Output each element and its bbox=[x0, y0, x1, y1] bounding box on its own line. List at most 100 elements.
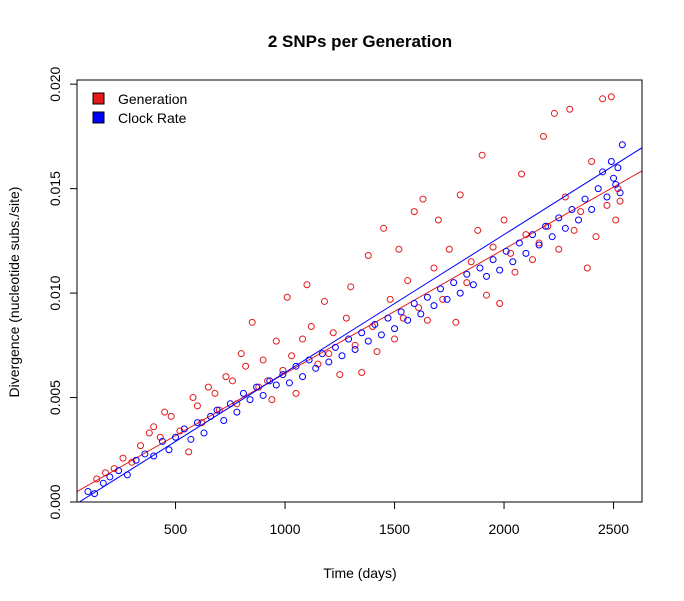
data-point-clock-rate bbox=[391, 325, 399, 333]
data-point-generation bbox=[511, 268, 519, 276]
data-point-clock-rate bbox=[522, 249, 530, 257]
data-point-clock-rate bbox=[423, 293, 431, 301]
data-point-clock-rate bbox=[417, 310, 425, 318]
data-point-generation bbox=[577, 208, 585, 216]
data-point-generation bbox=[119, 454, 127, 462]
data-point-generation bbox=[616, 197, 624, 205]
data-point-clock-rate bbox=[430, 302, 438, 310]
data-point-generation bbox=[474, 226, 482, 234]
data-point-generation bbox=[588, 157, 596, 165]
data-point-generation bbox=[439, 295, 447, 303]
data-point-clock-rate bbox=[535, 241, 543, 249]
data-point-generation bbox=[347, 283, 355, 291]
data-point-clock-rate bbox=[285, 379, 293, 387]
data-point-clock-rate bbox=[115, 467, 123, 475]
data-point-generation bbox=[167, 412, 175, 420]
data-point-generation bbox=[283, 293, 291, 301]
x-tick-label: 2500 bbox=[598, 521, 629, 537]
data-point-clock-rate bbox=[141, 450, 149, 458]
legend-swatch-clock-rate bbox=[92, 111, 105, 124]
data-point-clock-rate bbox=[106, 473, 114, 481]
data-point-generation bbox=[410, 208, 418, 216]
data-point-clock-rate bbox=[610, 174, 618, 182]
legend-swatch-generation bbox=[92, 92, 105, 105]
data-point-clock-rate bbox=[437, 285, 445, 293]
data-point-clock-rate bbox=[84, 488, 92, 496]
plot-marks bbox=[77, 93, 642, 502]
data-point-generation bbox=[423, 316, 431, 324]
data-point-generation bbox=[299, 335, 307, 343]
data-point-clock-rate bbox=[91, 490, 99, 498]
x-tick-label: 1000 bbox=[269, 521, 300, 537]
x-axis-label: Time (days) bbox=[323, 565, 396, 581]
data-point-clock-rate bbox=[99, 479, 107, 487]
data-point-generation bbox=[156, 433, 164, 441]
data-point-generation bbox=[550, 109, 558, 117]
data-point-generation bbox=[145, 429, 153, 437]
data-point-clock-rate bbox=[220, 417, 228, 425]
legend-label-generation: Generation bbox=[118, 91, 187, 107]
data-point-clock-rate bbox=[233, 408, 241, 416]
data-point-generation bbox=[603, 201, 611, 209]
data-point-clock-rate bbox=[351, 345, 359, 353]
data-point-generation bbox=[404, 277, 412, 285]
legend-label-clock-rate: Clock Rate bbox=[118, 110, 187, 126]
data-point-clock-rate bbox=[410, 300, 418, 308]
y-tick-label: 0.020 bbox=[47, 66, 63, 101]
data-point-clock-rate bbox=[618, 141, 626, 149]
data-point-generation bbox=[445, 245, 453, 253]
x-axis: 500 1000 1500 2000 2500 bbox=[164, 501, 629, 537]
data-point-clock-rate bbox=[200, 429, 208, 437]
data-point-generation bbox=[456, 191, 464, 199]
data-point-clock-rate bbox=[476, 264, 484, 272]
data-point-clock-rate bbox=[469, 281, 477, 289]
data-point-generation bbox=[555, 245, 563, 253]
x-tick-label: 2000 bbox=[488, 521, 519, 537]
data-point-generation bbox=[342, 314, 350, 322]
data-point-generation bbox=[430, 264, 438, 272]
data-point-generation bbox=[507, 249, 515, 257]
x-tick-label: 1500 bbox=[379, 521, 410, 537]
data-point-generation bbox=[329, 329, 337, 337]
data-point-clock-rate bbox=[509, 258, 517, 266]
data-point-generation bbox=[259, 356, 267, 364]
data-point-generation bbox=[314, 360, 322, 368]
data-point-generation bbox=[434, 216, 442, 224]
data-point-clock-rate bbox=[574, 216, 582, 224]
data-point-generation bbox=[211, 389, 219, 397]
data-point-generation bbox=[467, 258, 475, 266]
data-point-generation bbox=[599, 95, 607, 103]
series-clock-rate bbox=[78, 141, 642, 502]
y-axis: 0.000 0.005 0.010 0.015 0.020 bbox=[47, 66, 78, 520]
data-point-clock-rate bbox=[555, 214, 563, 222]
data-point-clock-rate bbox=[515, 239, 523, 247]
y-tick-label: 0.000 bbox=[47, 484, 63, 519]
data-point-generation bbox=[612, 216, 620, 224]
data-point-clock-rate bbox=[404, 316, 412, 324]
data-point-clock-rate bbox=[529, 231, 537, 239]
data-point-clock-rate bbox=[397, 308, 405, 316]
data-point-clock-rate bbox=[266, 377, 274, 385]
y-tick-label: 0.010 bbox=[47, 275, 63, 310]
legend: Generation Clock Rate bbox=[92, 91, 187, 126]
data-point-generation bbox=[399, 314, 407, 322]
data-point-clock-rate bbox=[548, 233, 556, 241]
data-point-clock-rate bbox=[561, 224, 569, 232]
data-point-generation bbox=[391, 335, 399, 343]
data-point-generation bbox=[419, 195, 427, 203]
data-point-clock-rate bbox=[496, 266, 504, 274]
data-point-clock-rate bbox=[616, 189, 624, 197]
data-point-generation bbox=[395, 245, 403, 253]
data-point-generation bbox=[351, 341, 359, 349]
data-point-clock-rate bbox=[180, 425, 188, 433]
data-point-clock-rate bbox=[239, 389, 247, 397]
data-point-generation bbox=[483, 291, 491, 299]
data-point-clock-rate bbox=[502, 247, 510, 255]
data-point-generation bbox=[185, 448, 193, 456]
plot-area bbox=[77, 93, 642, 502]
data-point-clock-rate bbox=[246, 396, 254, 404]
data-point-generation bbox=[137, 442, 145, 450]
data-point-generation bbox=[215, 406, 223, 414]
data-point-clock-rate bbox=[279, 371, 287, 379]
data-point-generation bbox=[204, 383, 212, 391]
